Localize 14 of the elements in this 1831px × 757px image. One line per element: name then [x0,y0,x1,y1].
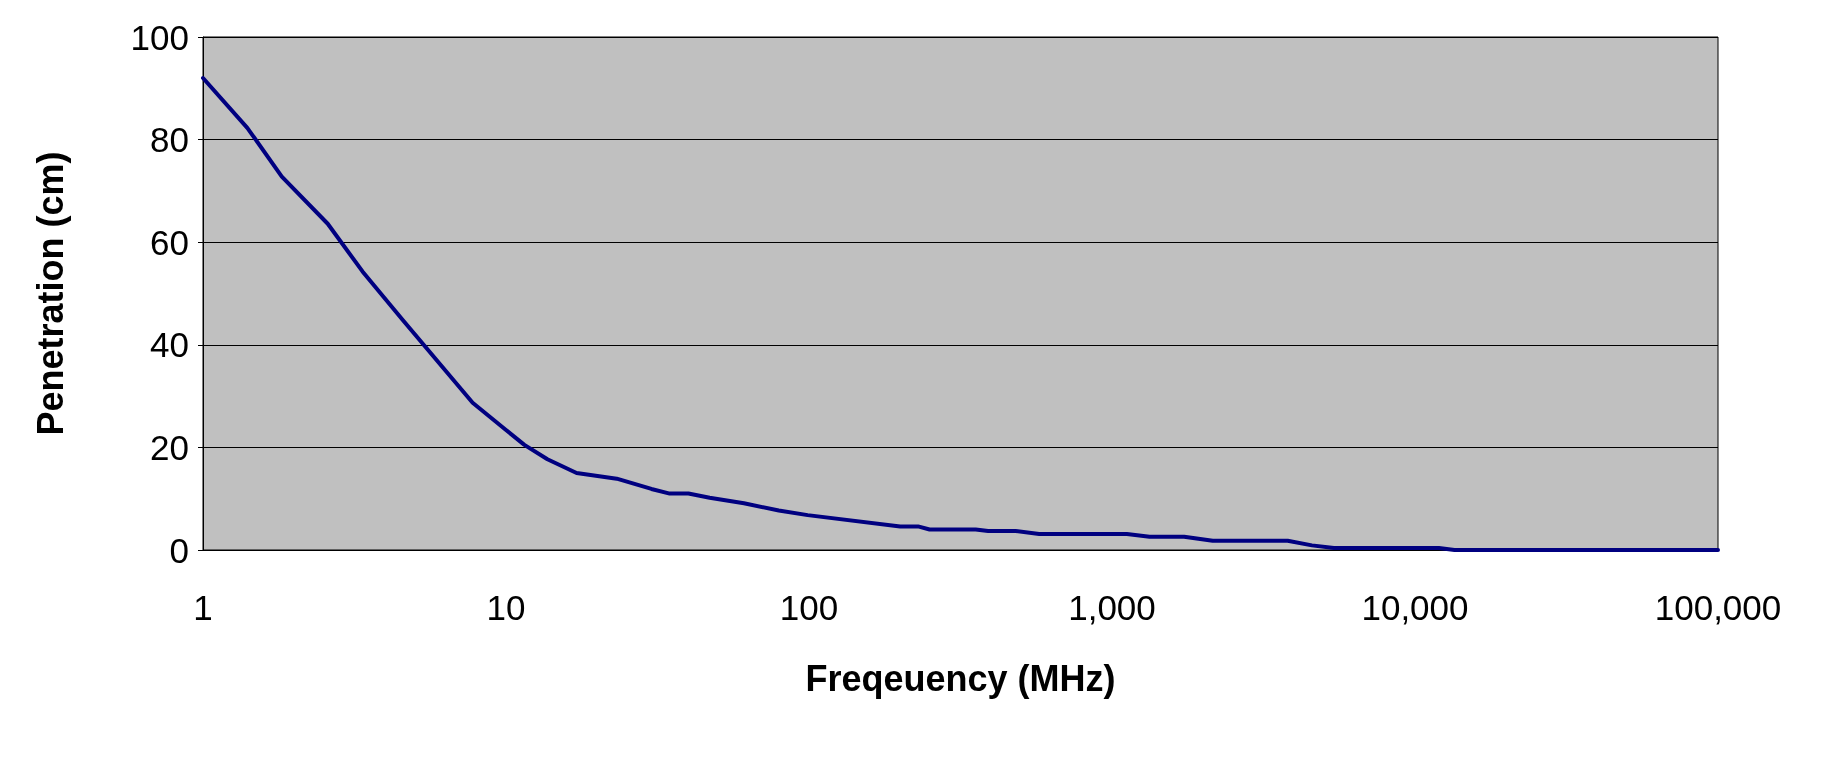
y-tick-label: 20 [150,427,189,467]
x-tick-label: 100 [779,588,839,627]
x-tick-label: 1,000 [1068,588,1156,627]
x-axis-title: Freqeuency (MHz) [805,657,1116,699]
x-tick-label: 100,000 [1654,588,1782,627]
y-tick-label: 0 [169,530,189,570]
y-tick-label: 60 [150,222,189,262]
x-tick-label: 10 [486,588,526,627]
y-tick-label: 80 [150,120,189,160]
x-tick-label: 10,000 [1361,588,1469,627]
y-tick-label: 100 [130,17,189,57]
y-axis-title: Penetration (cm) [29,151,71,436]
x-tick-label: 1 [193,588,213,627]
y-tick-label: 40 [150,325,189,365]
